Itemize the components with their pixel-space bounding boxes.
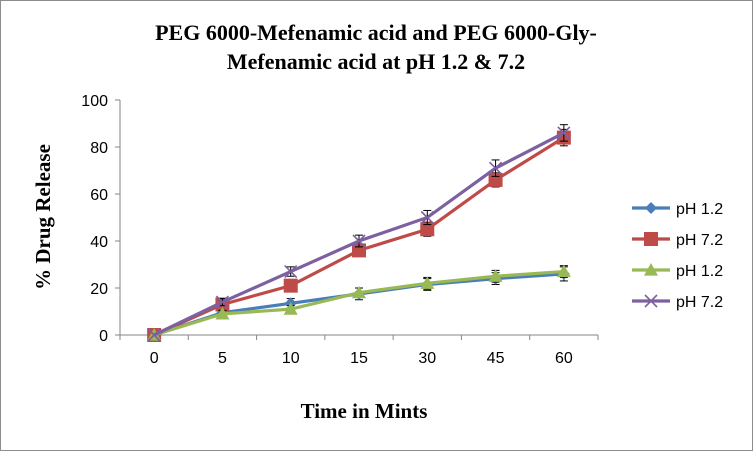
- legend-marker: [644, 294, 658, 308]
- y-axis-title: % Drug Release: [31, 144, 55, 290]
- y-tick-label: 0: [99, 328, 108, 345]
- data-point: [215, 295, 229, 309]
- legend-marker: [644, 263, 658, 276]
- data-point: [147, 328, 161, 342]
- series-3: [147, 264, 571, 341]
- chart-title-line-1: PEG 6000-Mefenamic acid and PEG 6000-Gly…: [155, 20, 597, 45]
- data-point: [420, 222, 435, 237]
- x-tick-label: 10: [282, 350, 300, 367]
- data-point: [283, 278, 298, 293]
- legend-label: pH 1.2: [676, 263, 723, 280]
- data-point: [420, 276, 435, 289]
- data-point: [352, 234, 366, 248]
- legend-marker: [645, 202, 657, 214]
- series-4: [147, 124, 571, 342]
- y-tick-label: 80: [90, 140, 108, 157]
- x-tick-label: 0: [150, 350, 159, 367]
- legend-entry-3: pH 1.2: [632, 263, 723, 280]
- plot-area: 0 20 40 60 80 100 0 5 10 15 30 45 60: [81, 93, 599, 367]
- data-point: [420, 210, 434, 225]
- y-tick-label: 60: [90, 187, 108, 204]
- legend-label: pH 7.2: [676, 294, 723, 311]
- legend-label: pH 1.2: [676, 201, 723, 218]
- data-point: [283, 302, 298, 315]
- x-tick-label: 15: [350, 350, 368, 367]
- x-tick-label: 60: [555, 350, 573, 367]
- data-point: [488, 269, 503, 282]
- data-point: [557, 126, 571, 140]
- y-tick-label: 100: [81, 93, 108, 110]
- legend-marker: [644, 232, 658, 246]
- x-tick-label: 30: [418, 350, 436, 367]
- data-point: [352, 285, 366, 299]
- data-point: [215, 306, 230, 320]
- x-tick-label: 5: [218, 350, 227, 367]
- y-tick-label: 20: [90, 281, 108, 298]
- legend: pH 1.2 pH 7.2 pH 1.2 pH 7.2: [632, 201, 723, 311]
- legend-label: pH 7.2: [676, 232, 723, 249]
- y-tick-label: 40: [90, 234, 108, 251]
- data-point: [284, 264, 298, 279]
- series-line: [153, 131, 565, 337]
- legend-entry-1: pH 1.2: [632, 201, 723, 218]
- series-1: [148, 266, 570, 341]
- legend-entry-2: pH 7.2: [632, 232, 723, 249]
- chart-title-line-2: Mefenamic acid at pH 1.2 & 7.2: [227, 49, 525, 74]
- x-axis-title: Time in Mints: [301, 399, 428, 423]
- x-tick-label: 45: [487, 350, 505, 367]
- data-point: [556, 264, 571, 278]
- legend-entry-4: pH 7.2: [632, 294, 723, 311]
- data-point: [489, 161, 503, 175]
